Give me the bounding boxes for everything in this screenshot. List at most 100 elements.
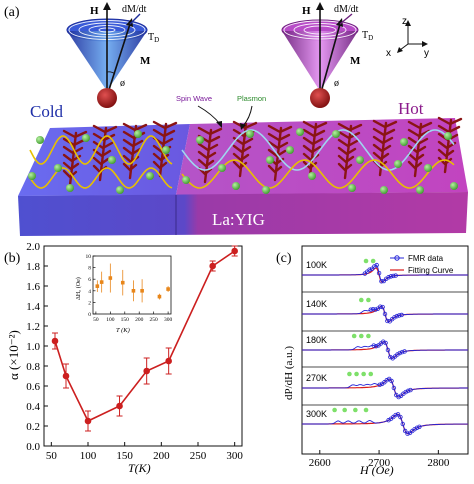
- cone-right-phi: ø: [334, 78, 339, 89]
- plasmon-particle: [308, 172, 316, 180]
- c-temp-label: 140K: [306, 299, 327, 309]
- plasmon-particle: [54, 164, 62, 172]
- inset-ytick-label: 0: [88, 312, 91, 318]
- b-y-ticks: 0.0 0.2 0.4 0.6 0.8 1.0 1.2 1.4 1.6 1.8 2.0: [26, 241, 48, 453]
- magnetization-arrow-left: [106, 23, 131, 97]
- spin-ball-left: [97, 88, 117, 108]
- c-fmr-point: [382, 311, 388, 317]
- inset-ylabel: ΔH₀ (Oe): [75, 277, 82, 300]
- spin-ribbon: [197, 126, 223, 184]
- cone-right-TD: TD: [362, 30, 373, 42]
- b-data-point: [116, 402, 123, 410]
- c-fmr-point: [408, 387, 413, 393]
- c-fmr-point: [385, 318, 390, 324]
- b-xtick-label: 300: [226, 450, 243, 462]
- legend-fmr-marker: [394, 255, 400, 261]
- b-xtick-label: 50: [46, 450, 58, 462]
- c-fmr-point: [405, 388, 411, 394]
- c-fmr-point: [367, 267, 372, 272]
- c-peak-marker: [366, 333, 371, 339]
- c-peak-marker: [351, 333, 357, 339]
- inset-xtick-label: 300: [164, 317, 173, 323]
- b-data-point: [165, 357, 172, 365]
- plasmon-particle: [232, 182, 240, 190]
- b-ytick-label: 1.0: [26, 341, 40, 353]
- c-peak-marker: [370, 258, 376, 264]
- plasmon-particle: [28, 172, 36, 180]
- c-peak-marker: [363, 407, 369, 413]
- plasmon-wave-curve: [181, 129, 455, 171]
- c-fmr-point: [368, 307, 373, 312]
- b-xtick-label: 200: [153, 450, 170, 462]
- c-fmr-point: [393, 412, 398, 418]
- c-fmr-point: [383, 340, 388, 346]
- c-legend: FMR data Fitting Curve: [390, 254, 454, 275]
- c-fmr-point: [397, 313, 402, 318]
- spin-ball-right: [310, 88, 330, 108]
- spin-wave-curve: [29, 167, 173, 189]
- c-fmr-point: [379, 279, 384, 284]
- c-peak-marker: [366, 297, 371, 303]
- c-peak-marker: [358, 333, 364, 339]
- c-fmr-point: [399, 349, 405, 355]
- c-fmr-point: [380, 304, 385, 310]
- inset-data-point: [108, 276, 113, 280]
- b-data-point: [231, 247, 238, 255]
- c-fmr-curve: [302, 413, 468, 435]
- c-xtick-label: 2600: [309, 457, 332, 469]
- panel-c-label: (c): [276, 251, 292, 266]
- c-fmr-point: [417, 424, 422, 429]
- plasmon-particle: [394, 160, 402, 168]
- plasmon-particle: [66, 184, 74, 192]
- panel-c: (c) 100K 140K 180K 270K 300K 2600 2700 2800 dP…: [276, 245, 469, 477]
- plasmon-particle: [196, 136, 204, 144]
- c-xlabel: H (Oe): [359, 463, 394, 477]
- b-ytick-label: 0.0: [26, 441, 40, 453]
- inset-xtick-label: 200: [135, 317, 144, 323]
- plasmon-particle: [146, 172, 154, 180]
- plasmon-particle: [218, 164, 226, 172]
- b-ytick-label: 1.8: [26, 261, 40, 273]
- legend-fit-label: Fitting Curve: [408, 266, 454, 275]
- b-ytick-label: 2.0: [26, 241, 40, 253]
- c-fmr-point: [387, 319, 392, 324]
- c-fmr-point: [396, 394, 401, 400]
- inset-data-point: [95, 284, 100, 288]
- spin-wave-curve: [29, 135, 173, 165]
- cone-right-M: M: [350, 55, 361, 67]
- c-fmr-curve: [302, 378, 468, 398]
- coordinate-axes: [397, 20, 428, 53]
- inset-data-point: [157, 294, 162, 299]
- inset-data-point: [140, 289, 144, 293]
- magnetization-arrow-right: [319, 23, 341, 97]
- b-ytick-label: 1.4: [26, 301, 40, 313]
- c-fmr-point: [377, 382, 382, 388]
- c-temp-label: 180K: [306, 335, 327, 345]
- c-peak-marker: [354, 371, 359, 377]
- inset-ticks: 0 2 4 6 8 10 50 100 150 200 250 300: [86, 254, 173, 323]
- plasmon-particle: [116, 186, 124, 194]
- precession-cone-left: [66, 2, 148, 108]
- c-temp-label: 270K: [306, 373, 327, 383]
- b-ytick-label: 0.4: [26, 401, 40, 413]
- c-fmr-point: [388, 354, 393, 360]
- plasmon-particle: [424, 164, 432, 172]
- spin-ribbon: [62, 129, 88, 187]
- legend-fmr-label: FMR data: [408, 254, 444, 263]
- b-data-point: [84, 417, 92, 425]
- c-fmr-point: [373, 343, 379, 349]
- b-data-point: [143, 367, 150, 375]
- inset-frame: [92, 255, 172, 315]
- c-peak-marker: [361, 371, 366, 377]
- b-xtick-label: 100: [80, 450, 97, 462]
- plasmon-particle: [296, 128, 304, 136]
- c-fmr-point: [385, 347, 391, 353]
- b-ytick-label: 1.2: [26, 321, 40, 333]
- c-temp-label: 300K: [306, 409, 327, 419]
- inset-xtick-label: 250: [150, 317, 159, 323]
- c-fmr-point: [384, 378, 389, 383]
- panel-b-label: (b): [4, 251, 21, 266]
- plasmon-particle: [134, 130, 142, 138]
